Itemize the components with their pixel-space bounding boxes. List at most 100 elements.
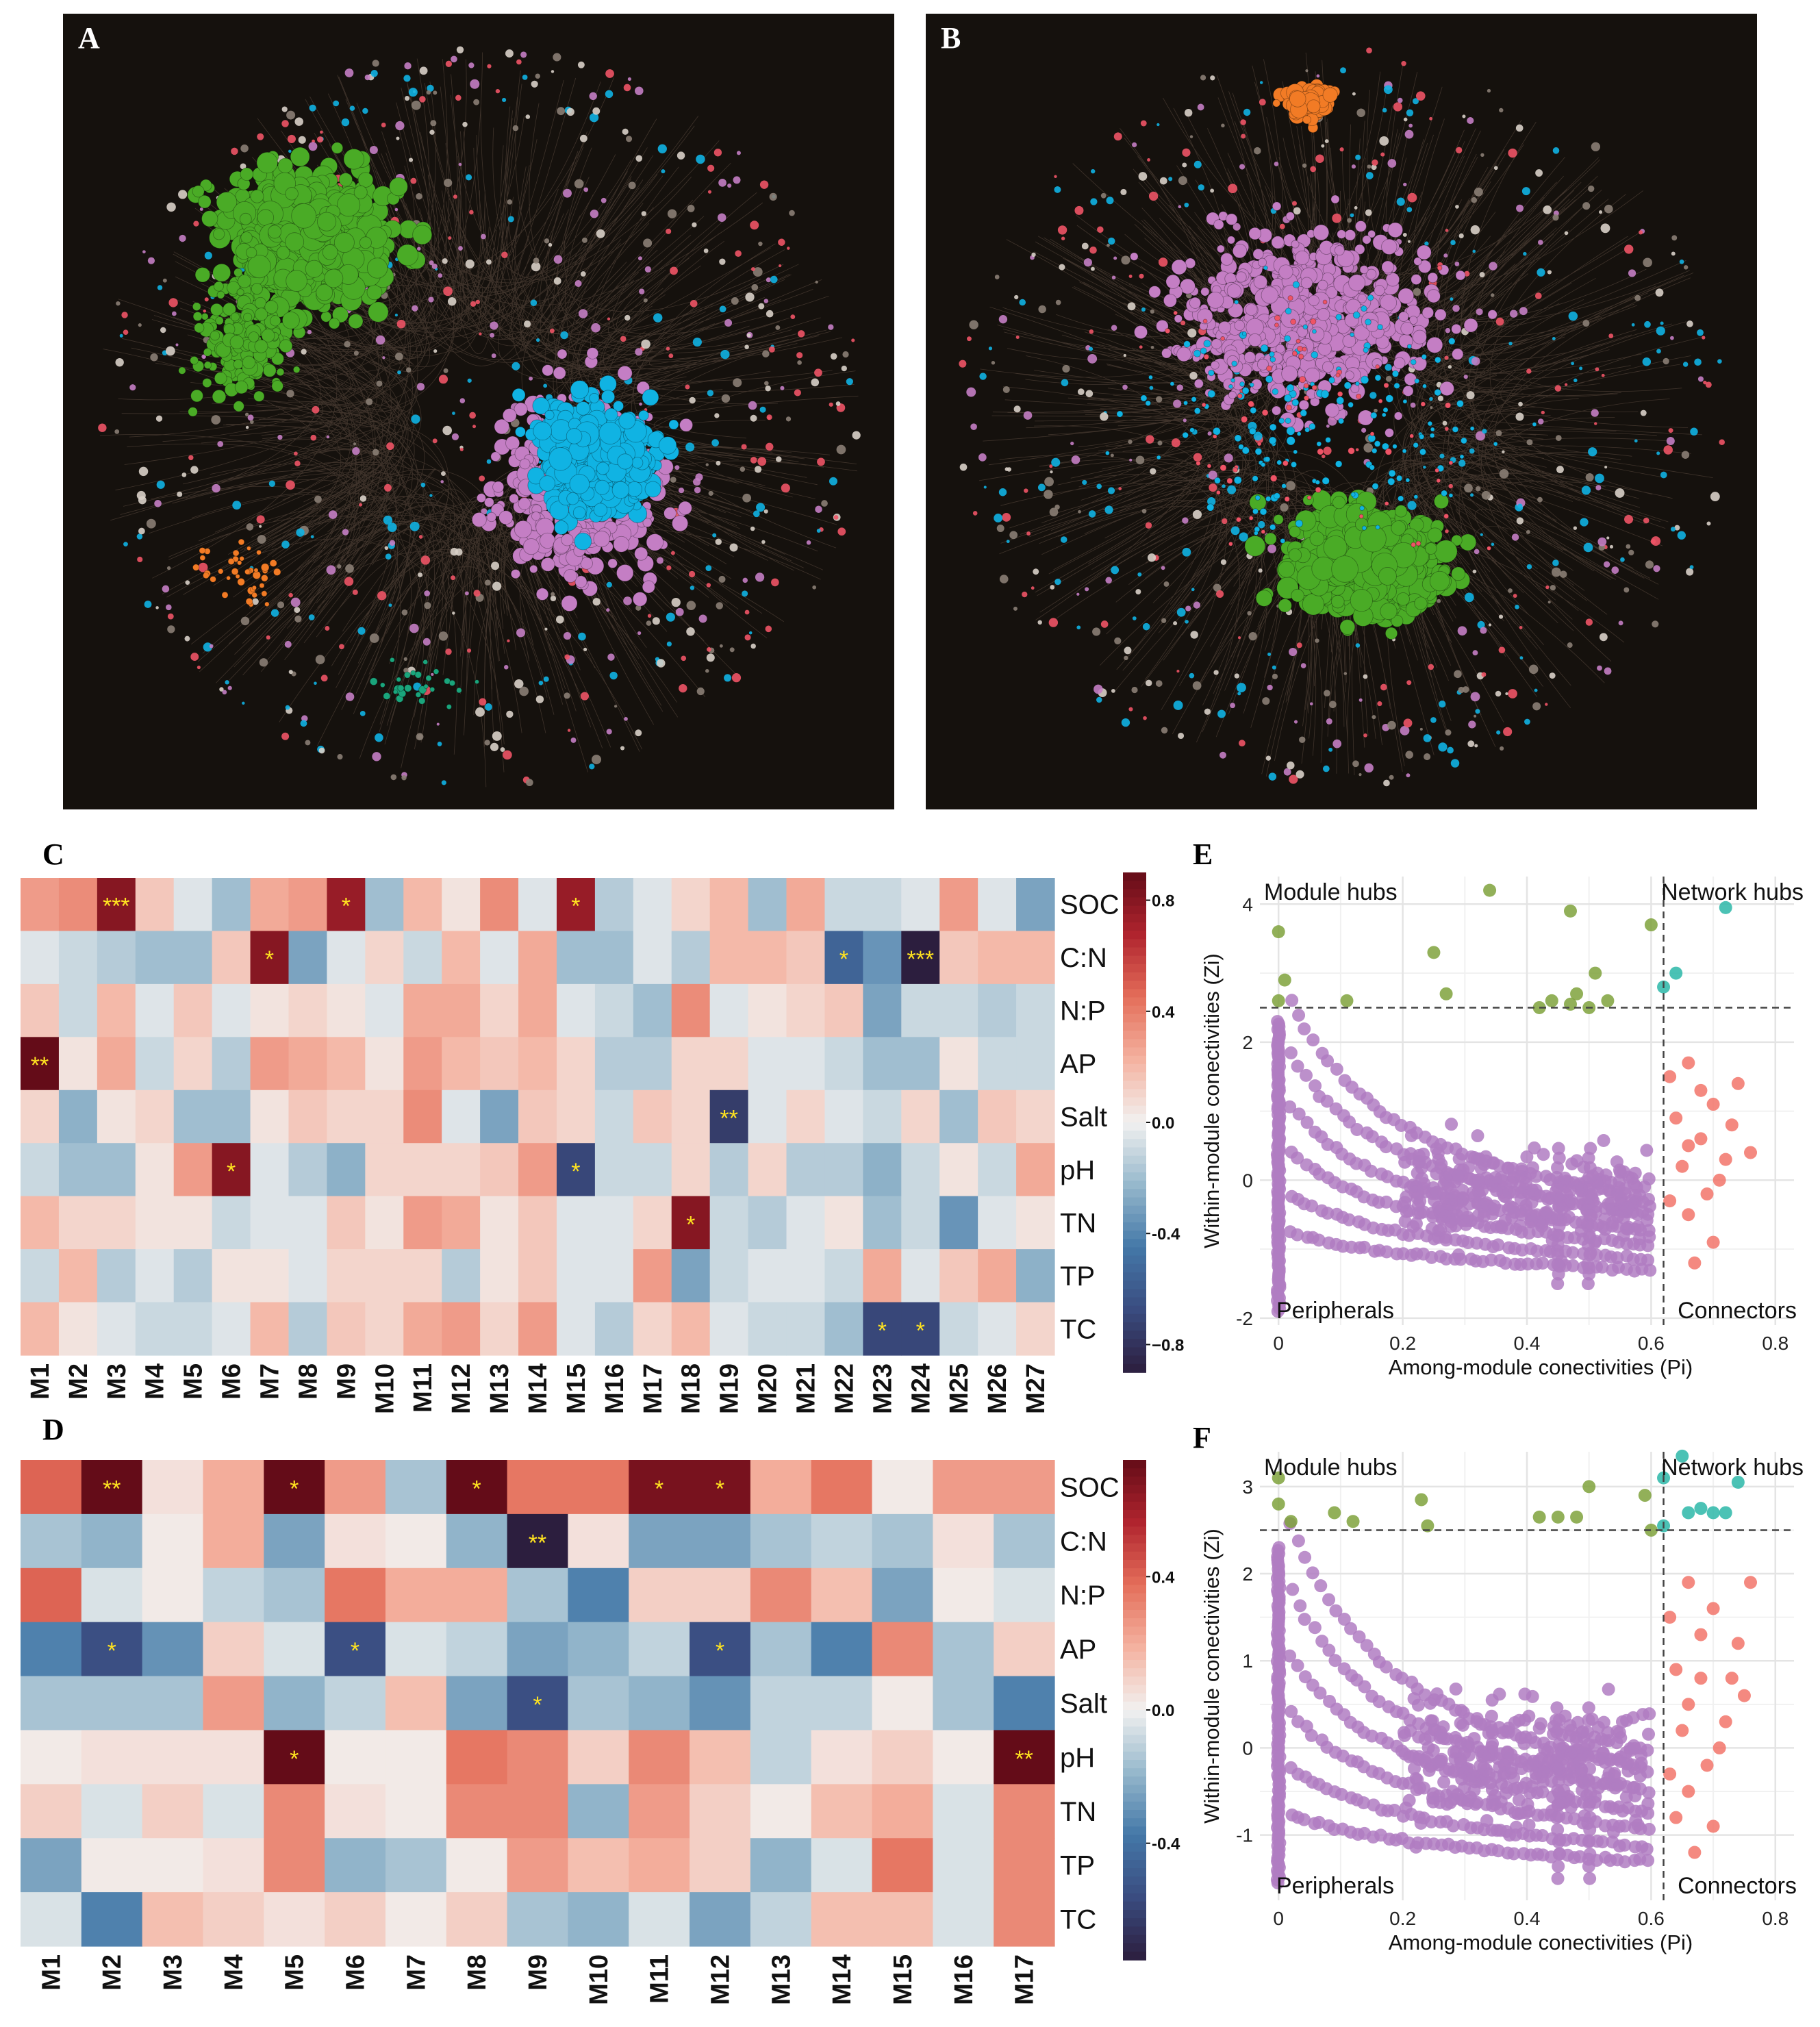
- heatmap-cell: [97, 1249, 136, 1302]
- heatmap-column-label: M9: [524, 1954, 553, 1991]
- heatmap-cell: [403, 1196, 442, 1250]
- significance-mark: *: [716, 1638, 724, 1664]
- heatmap-cell: [142, 1784, 203, 1838]
- y-tick-label: 0: [1242, 1170, 1253, 1191]
- connector-node: [1707, 1820, 1720, 1833]
- connector-node: [1732, 1077, 1745, 1090]
- heatmap-cell: [595, 878, 634, 931]
- peripheral-node: [1439, 1209, 1452, 1222]
- heatmap-cell: [21, 1838, 81, 1892]
- network-nodes: [959, 47, 1725, 786]
- heatmap-cell: [633, 1302, 672, 1356]
- peripheral-node: [1271, 1015, 1284, 1028]
- network-graph-a: [63, 14, 894, 809]
- heatmap-cell: [978, 1196, 1017, 1250]
- peripheral-node: [1298, 1551, 1311, 1564]
- heatmap-cell: [212, 1302, 251, 1356]
- module-hub-node: [1552, 1511, 1565, 1524]
- heatmap-cell: [203, 1568, 264, 1622]
- x-tick-label: 0.8: [1762, 1333, 1789, 1354]
- peripheral-node: [1526, 1196, 1539, 1209]
- heatmap-column-label: M3: [103, 1363, 131, 1400]
- heatmap-cell: [595, 1090, 634, 1144]
- heatmap-cell: [403, 1302, 442, 1356]
- heatmap-cell: [872, 1892, 933, 1946]
- heatmap-cell: [203, 1784, 264, 1838]
- peripheral-node: [1643, 1707, 1656, 1720]
- peripheral-node: [1537, 1148, 1550, 1161]
- heatmap-cell: [174, 1196, 213, 1250]
- heatmap-cell: [507, 1892, 568, 1946]
- heatmap-cell: [672, 1143, 711, 1196]
- significance-mark: **: [1015, 1746, 1033, 1772]
- quadrant-label-module-hubs: Module hubs: [1264, 879, 1398, 905]
- heatmap-cell: [787, 1196, 826, 1250]
- colorbar-segment: [1123, 1264, 1146, 1273]
- heatmap-cell: [97, 1090, 136, 1144]
- peripheral-node: [1552, 1142, 1565, 1155]
- heatmap-cell: [595, 1037, 634, 1090]
- colorbar-segment: [1123, 1106, 1146, 1115]
- module-hub-node: [1285, 1515, 1298, 1528]
- peripheral-node: [1309, 1621, 1322, 1634]
- connector-node: [1676, 1160, 1689, 1173]
- peripheral-node: [1424, 1730, 1437, 1743]
- y-tick-label: 2: [1242, 1032, 1253, 1053]
- colorbar-segment: [1123, 1122, 1146, 1131]
- colorbar-segment: [1123, 1876, 1146, 1885]
- module-hub-node: [1427, 946, 1440, 959]
- heatmap-cell: [595, 984, 634, 1037]
- connector-node: [1688, 1257, 1701, 1270]
- peripheral-node: [1285, 1046, 1298, 1059]
- peripheral-node: [1640, 1144, 1653, 1157]
- heatmap-cell: [251, 1037, 290, 1090]
- colorbar-segment: [1123, 1198, 1146, 1207]
- heatmap-cell: [901, 1090, 940, 1144]
- colorbar-segment: [1123, 1843, 1146, 1852]
- heatmap-column-label: M8: [294, 1363, 323, 1400]
- connector-node: [1688, 1846, 1701, 1859]
- quadrant-label-peripherals: Peripherals: [1276, 1873, 1394, 1899]
- heatmap-cell: [442, 1196, 481, 1250]
- heatmap-cell: [288, 1143, 327, 1196]
- peripheral-node: [1480, 1814, 1493, 1827]
- peripheral-node: [1614, 1166, 1627, 1179]
- heatmap-cell: [1016, 1302, 1055, 1356]
- heatmap-cell: [629, 1676, 690, 1730]
- heatmap-cell: [633, 1143, 672, 1196]
- heatmap-cell: [750, 1676, 811, 1730]
- heatmap-cell: [480, 1037, 519, 1090]
- peripheral-node: [1607, 1826, 1620, 1839]
- heatmap-cell: [142, 1892, 203, 1946]
- peripheral-node: [1617, 1229, 1630, 1242]
- heatmap-cell: [251, 1302, 290, 1356]
- heatmap-cell: [672, 878, 711, 931]
- heatmap-cell: [386, 1568, 446, 1622]
- heatmap-cell: [480, 878, 519, 931]
- colorbar-segment: [1123, 981, 1146, 990]
- module-hub-node: [1582, 1480, 1595, 1493]
- colorbar-segment: [1123, 1552, 1146, 1561]
- heatmap-cell: [21, 1196, 60, 1250]
- peripheral-node: [1293, 1599, 1306, 1612]
- heatmap-cell: [629, 1730, 690, 1784]
- heatmap-cell: [978, 984, 1017, 1037]
- connector-node: [1744, 1576, 1757, 1589]
- heatmap-cell: [939, 1196, 978, 1250]
- heatmap-cell: [939, 931, 978, 984]
- heatmap-cell: [97, 1302, 136, 1356]
- heatmap-cell: [595, 1249, 634, 1302]
- peripheral-node: [1553, 1713, 1566, 1726]
- heatmap-cell: [136, 878, 175, 931]
- module-hub-node: [1601, 994, 1614, 1007]
- peripheral-node: [1314, 1579, 1327, 1592]
- heatmap-cell: [787, 1143, 826, 1196]
- module-hub-node: [1533, 1511, 1546, 1524]
- heatmap-cell: [863, 1196, 902, 1250]
- x-tick-label: 0.4: [1514, 1333, 1541, 1354]
- colorbar-segment: [1123, 1056, 1146, 1065]
- connector-node: [1663, 1070, 1676, 1083]
- colorbar-segment: [1123, 1594, 1146, 1602]
- heatmap-cell: [59, 931, 98, 984]
- connector-node: [1669, 1111, 1682, 1124]
